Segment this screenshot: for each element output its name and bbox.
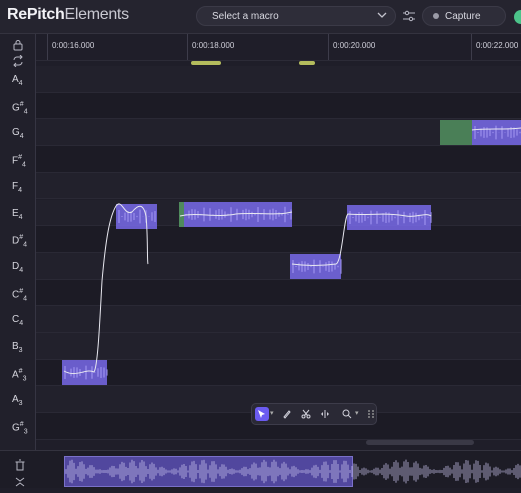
clip-markers <box>191 61 315 65</box>
pitch-row <box>36 279 521 307</box>
app-logo: RePitchElements <box>7 6 129 24</box>
pitch-key-label: E4 <box>12 207 23 221</box>
app-title-bold: RePitch <box>7 6 65 23</box>
pitch-row <box>36 172 521 200</box>
record-dot-icon <box>433 13 439 19</box>
piano-roll-grid[interactable] <box>36 66 521 450</box>
note-blob-waveform <box>474 125 521 140</box>
pencil-tool-icon[interactable] <box>280 407 294 421</box>
pitch-key-label: G4 <box>12 127 24 141</box>
pitch-row <box>36 226 521 253</box>
collapse-icon[interactable] <box>14 475 26 487</box>
clip-marker <box>191 61 221 65</box>
ruler-tick <box>471 34 472 60</box>
overview-waveform-path <box>65 459 521 484</box>
pitch-row <box>36 66 521 93</box>
pitch-key-label: A#3 <box>12 367 27 383</box>
status-indicator[interactable] <box>514 10 521 24</box>
sliders-icon[interactable] <box>403 9 415 22</box>
note-edge-handle <box>179 202 184 227</box>
timestretch-tool-icon[interactable] <box>318 407 332 421</box>
timeline-ruler[interactable]: 0:00:16.000 0:00:18.000 0:00:20.000 0:00… <box>36 34 521 61</box>
pitch-curve <box>63 127 521 375</box>
pitch-key-label: D#4 <box>12 234 28 249</box>
capture-label: Capture <box>445 11 481 22</box>
pitch-key-label: F#4 <box>12 154 26 169</box>
lock-icon[interactable] <box>12 38 24 51</box>
chevron-down-icon <box>377 10 387 23</box>
note-blob-waveform <box>292 259 342 274</box>
macro-select-label: Select a macro <box>212 11 279 22</box>
macro-select[interactable]: Select a macro <box>196 6 396 26</box>
pitch-key-label: B3 <box>12 341 23 354</box>
pitch-row <box>36 333 521 360</box>
pitch-key-label: G#4 <box>12 100 28 116</box>
ruler-tick <box>187 34 188 60</box>
clip-marker <box>299 61 315 65</box>
overview-waveform <box>65 459 521 484</box>
pitch-key-label: G#3 <box>12 421 28 436</box>
pitch-key-label: C4 <box>12 314 24 328</box>
pitch-row <box>36 146 521 173</box>
note-blob-waveform <box>349 209 432 226</box>
pitch-keys-gutter: A4 G#4 G4 F#4 F4 E4 D#4 D4 C#4 C4 B3 A#3 A3 G#3 <box>0 34 36 450</box>
pitch-row <box>36 252 521 280</box>
drag-handle-icon[interactable] <box>364 407 378 421</box>
loop-icon[interactable] <box>12 54 24 68</box>
pitch-row <box>36 306 521 333</box>
ruler-tick <box>47 34 48 60</box>
ruler-tick <box>328 34 329 60</box>
pitch-key-label: D4 <box>12 260 24 274</box>
trash-icon[interactable] <box>14 458 26 471</box>
note-blob-selected[interactable] <box>440 120 472 145</box>
ruler-time-label: 0:00:22.000 <box>476 41 519 50</box>
app-title-light: Elements <box>64 6 129 23</box>
capture-button[interactable]: Capture <box>422 6 506 26</box>
pitch-row <box>36 359 521 387</box>
chevron-down-icon[interactable]: ▾ <box>270 410 274 417</box>
notes-layer <box>62 120 521 385</box>
edit-toolbar: ▾ ▾ <box>251 403 377 425</box>
chevron-down-icon[interactable]: ▾ <box>355 410 359 417</box>
note-blob[interactable] <box>290 254 341 279</box>
top-bar: RePitchElements Select a macro Capture <box>0 0 521 34</box>
ruler-time-label: 0:00:20.000 <box>333 41 376 50</box>
pitch-row <box>36 92 521 120</box>
pitch-key-label: A3 <box>12 394 23 408</box>
pointer-tool-icon[interactable] <box>255 407 269 421</box>
note-blob[interactable] <box>62 360 107 385</box>
pitch-key-label: F4 <box>12 180 23 194</box>
zoom-tool-icon[interactable] <box>340 407 354 421</box>
pitch-key-label: A4 <box>12 74 23 87</box>
ruler-time-label: 0:00:16.000 <box>52 41 95 50</box>
pitch-key-label: C#4 <box>12 287 28 302</box>
scissors-tool-icon[interactable] <box>299 407 313 421</box>
horizontal-scrollbar[interactable] <box>366 440 474 445</box>
ruler-time-label: 0:00:18.000 <box>192 41 235 50</box>
